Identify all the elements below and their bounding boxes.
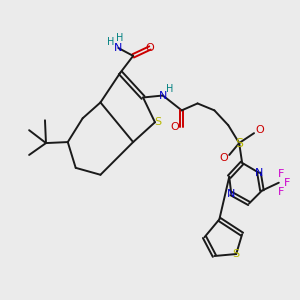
Text: S: S — [235, 136, 243, 150]
Text: N: N — [159, 91, 167, 100]
Text: F: F — [284, 178, 290, 188]
Text: F: F — [278, 187, 284, 196]
Text: N: N — [255, 168, 263, 178]
Text: F: F — [278, 169, 284, 179]
Text: O: O — [219, 153, 228, 163]
Text: H: H — [107, 37, 114, 47]
Text: O: O — [146, 43, 154, 53]
Text: O: O — [256, 125, 264, 135]
Text: S: S — [154, 117, 161, 127]
Text: H: H — [116, 33, 123, 43]
Text: N: N — [114, 43, 122, 53]
Text: O: O — [170, 122, 179, 132]
Text: N: N — [227, 189, 236, 199]
Text: H: H — [166, 84, 173, 94]
Text: S: S — [232, 249, 240, 259]
